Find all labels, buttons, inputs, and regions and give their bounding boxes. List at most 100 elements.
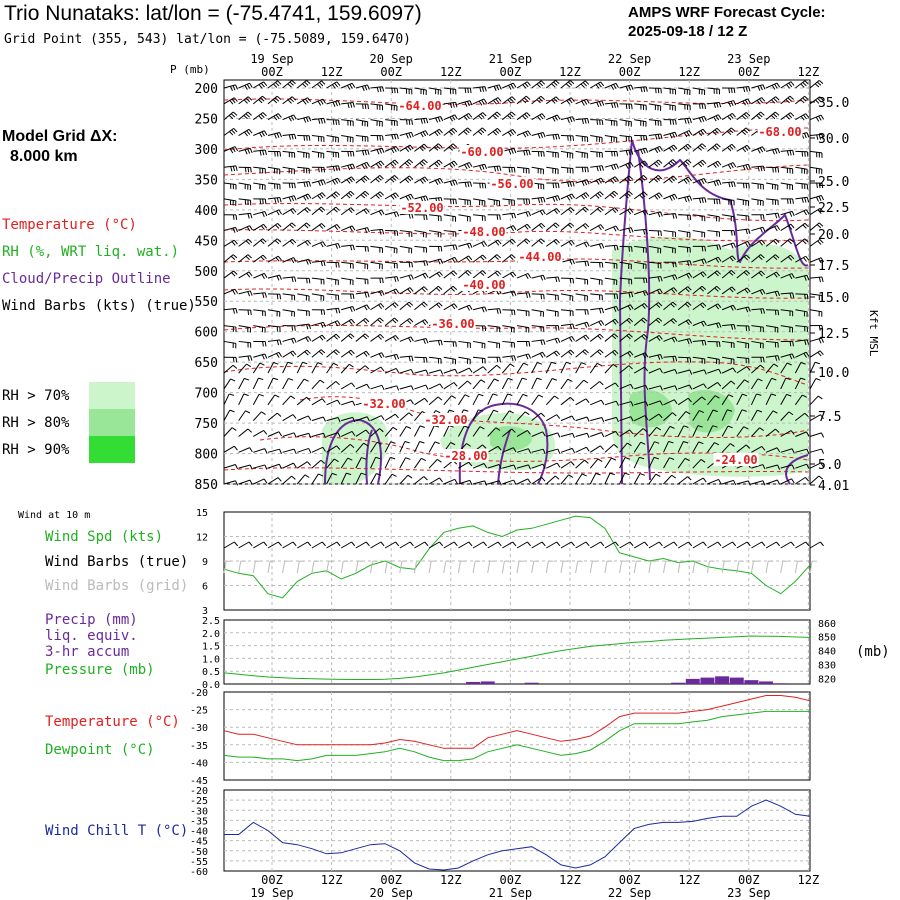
wind-barb-staff [736,340,749,344]
wind-barb-flag [366,304,370,310]
wind-barb-10m-grid [721,560,730,574]
wind-barb [311,321,326,328]
wind-barb-staff [648,211,661,216]
wind-barb-staff [604,349,615,358]
wind-barb [370,456,381,469]
wind-barb [736,182,750,189]
wind-barb-flag [641,161,646,167]
pressure-y-tick-label: 860 [818,619,836,630]
wind-barb-staff [809,114,822,121]
wind-barb-flag [262,341,264,347]
wind-barb-staff [546,238,557,247]
wind-barb [238,212,253,219]
wind-barb-staff [443,478,456,485]
wind-barb-flag [627,305,632,311]
wind-barb [677,159,692,168]
wind-barb [765,447,781,453]
wind-barb-flag [526,112,531,117]
barb-staff [399,561,403,574]
wind-barb-flag [287,99,292,104]
wind-barb-flag [482,366,487,371]
wind-barb-staff [575,398,587,406]
wind-barb-staff [311,446,323,453]
wind-barb-staff [663,369,676,374]
wind-barb [267,394,280,406]
wind-barb-staff [575,179,588,184]
wind-barb-flag [438,302,443,307]
wind-barb-flag [791,353,795,359]
wind-barb-flag [274,240,280,245]
wind-barb-flag [449,409,455,413]
wind-barb-flag [770,115,776,120]
wind-barb-flag [350,349,355,355]
wind-barb-flag [230,255,236,260]
barb-staff [413,561,418,574]
wind-barb [458,198,471,206]
wind-barb-staff [722,214,735,218]
barb-staff [238,541,250,549]
wind-barb [472,270,487,279]
wind-barb [589,445,604,453]
wind-barb-flag [437,116,441,122]
wind-barb-flag [439,477,443,483]
wind-barb [370,441,382,453]
wind-barb-staff [502,96,513,105]
wind-barb-flag [660,133,663,139]
wind-barb-flag [659,400,663,406]
wind-barb [692,410,705,421]
barb-staff [252,561,256,574]
wind-barb [765,111,780,121]
wind-barb-flag [625,164,629,169]
pressure-tick-label: 350 [195,173,218,188]
wind-barb [472,306,488,313]
date-label-bottom: 23 Sep [727,886,770,900]
wind-barb-staff [355,190,366,200]
temperature-contour-label: -36.00 [431,317,474,331]
barb-staff [458,541,470,549]
wind-barb-flag [818,258,822,264]
wind-barb-flag [249,447,253,453]
wind-barb-flag [820,462,825,468]
wind-barb-flag [320,322,324,328]
wind-barb-staff [516,362,524,374]
wind-barb-staff [795,182,808,185]
wind-barb-staff [604,472,611,485]
wind-barb-staff [370,415,382,422]
wind-barb-staff [311,473,319,485]
wind-barb-flag [287,361,293,365]
wind-barb-flag [424,130,429,136]
wind-barb-staff [648,335,660,342]
wind-barb-flag [762,480,766,486]
wind-barb-staff [648,119,661,122]
barb-flag [732,541,737,547]
wind-barb [267,131,282,139]
date-label-bottom: 20 Sep [370,886,413,900]
wind-barb [546,350,561,358]
wind-barb [370,147,385,155]
wind-barb-10m-true [575,541,590,549]
wind-barb-flag [249,225,253,231]
wind-barb-staff [502,447,514,453]
wind-barb [619,208,634,216]
wind-barb-flag [229,100,234,105]
wind-barb [443,143,458,152]
wind-barb-flag [758,113,763,118]
wind-barb-staff [619,365,630,374]
wind-barb-flag [756,99,761,105]
wind-barb-staff [238,82,250,89]
barb-staff [311,541,323,549]
wind-barb-staff [619,383,631,390]
wind-barb-staff [282,276,295,279]
wind-barb-staff [809,448,822,453]
barb-staff [296,541,308,549]
wind-barb-flag [728,129,734,134]
wind-barb-flag [581,100,585,106]
wind-barb [355,277,369,285]
wind-barb-flag [820,432,825,438]
wind-barb [589,224,605,231]
wind-barb-flag [364,333,370,338]
wind-barb-flag [288,134,292,140]
wind-barb-staff [253,478,265,485]
wind-barb [677,286,692,295]
wind-barb-flag [657,212,661,218]
